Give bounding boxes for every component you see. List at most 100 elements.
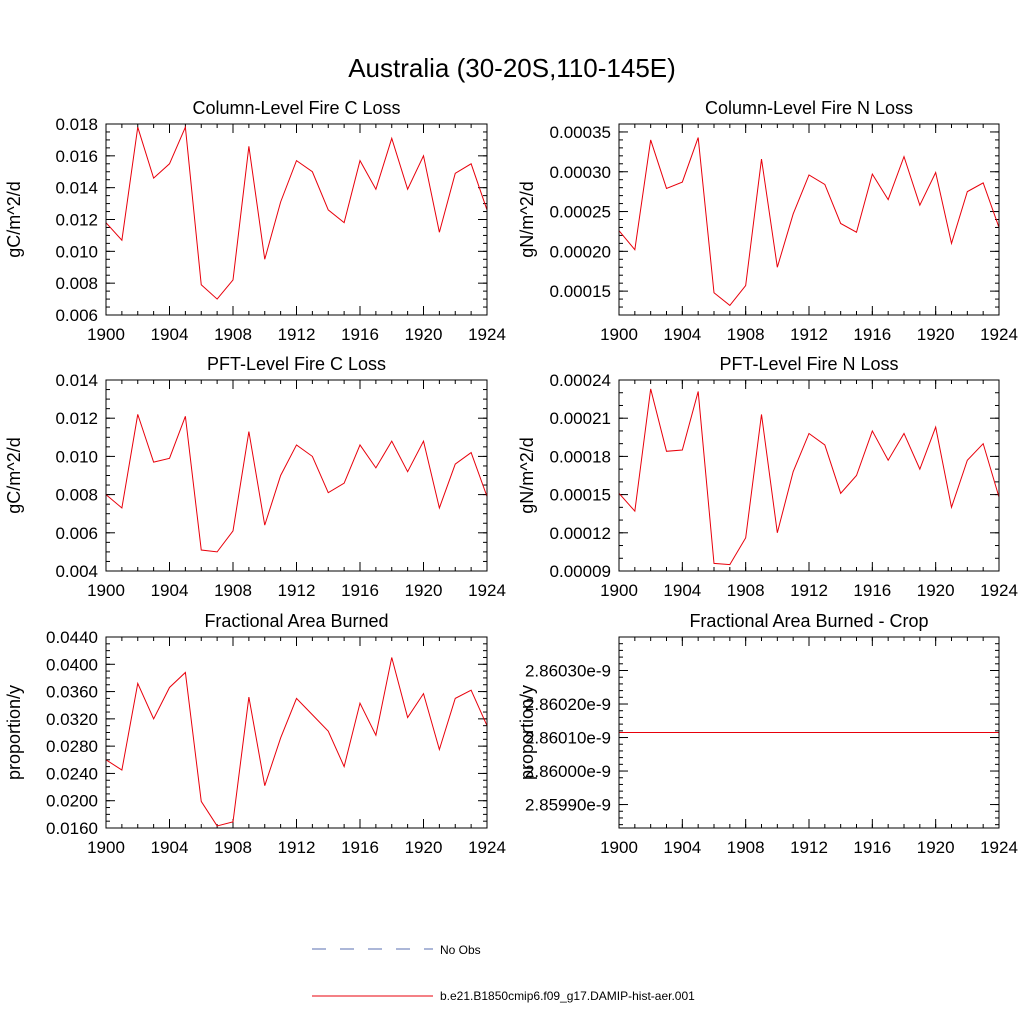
series-line <box>618 388 1000 566</box>
plot-frame <box>618 636 1000 829</box>
y-tick-label: 0.014 <box>55 179 98 198</box>
y-tick-label: 0.00025 <box>550 203 611 222</box>
x-tick-label: 1904 <box>663 581 701 600</box>
y-tick-label: 0.00018 <box>550 447 611 466</box>
y-tick-label: 0.0200 <box>46 792 98 811</box>
x-tick-label: 1912 <box>278 838 316 857</box>
x-tick-label: 1920 <box>405 581 443 600</box>
x-tick-label: 1916 <box>341 838 379 857</box>
panel-title: Column-Level Fire C Loss <box>192 98 400 118</box>
x-tick-label: 1908 <box>214 325 252 344</box>
x-tick-label: 1908 <box>727 581 765 600</box>
y-tick-label: 0.00012 <box>550 524 611 543</box>
x-tick-label: 1924 <box>980 838 1018 857</box>
series-line <box>105 125 488 300</box>
x-tick-label: 1924 <box>468 838 506 857</box>
x-tick-label: 1924 <box>980 581 1018 600</box>
chart-panel-1: Column-Level Fire C Loss gC/m^2/d 0.006 0.0… <box>4 98 506 344</box>
y-tick-label: 0.018 <box>55 115 98 134</box>
y-tick-label: 2.86030e-9 <box>525 662 611 681</box>
figure-title: Australia (30-20S,110-145E) <box>348 53 676 83</box>
y-tick-label: 0.00009 <box>550 562 611 581</box>
x-tick-label: 1920 <box>917 581 955 600</box>
x-tick-label: 1920 <box>917 838 955 857</box>
x-tick-label: 1912 <box>790 325 828 344</box>
x-tick-label: 1904 <box>151 325 189 344</box>
y-tick-label: 0.00024 <box>550 371 611 390</box>
y-tick-label: 0.00015 <box>550 486 611 505</box>
y-tick-label: 2.86020e-9 <box>525 695 611 714</box>
plot-frame <box>105 123 488 316</box>
y-tick-label: 0.00030 <box>550 163 611 182</box>
y-tick-label: 0.010 <box>55 242 98 261</box>
y-tick-label: 0.014 <box>55 371 98 390</box>
panels: Column-Level Fire C Loss gC/m^2/d 0.006 0.0… <box>4 98 1018 857</box>
y-tick-label: 2.86000e-9 <box>525 762 611 781</box>
x-tick-label: 1900 <box>600 838 638 857</box>
x-tick-label: 1900 <box>600 581 638 600</box>
panel-title: PFT-Level Fire C Loss <box>207 354 386 374</box>
y-axis-label: gC/m^2/d <box>4 181 24 257</box>
y-tick-label: 0.008 <box>55 486 98 505</box>
chart-panel-4: PFT-Level Fire N Loss gN/m^2/d 0.00009 0.00… <box>517 354 1018 600</box>
y-tick-label: 0.00020 <box>550 242 611 261</box>
panel-title: Fractional Area Burned - Crop <box>689 611 928 631</box>
y-tick-label: 0.0320 <box>46 710 98 729</box>
y-tick-label: 0.0400 <box>46 655 98 674</box>
x-tick-label: 1912 <box>790 838 828 857</box>
y-tick-label: 0.004 <box>55 562 98 581</box>
y-axis-label: gN/m^2/d <box>517 437 537 513</box>
legend-model-label: b.e21.B1850cmip6.f09_g17.DAMIP-hist-aer.… <box>440 989 695 1003</box>
y-tick-label: 0.00015 <box>550 282 611 301</box>
x-tick-label: 1924 <box>468 325 506 344</box>
legend-no-obs-label: No Obs <box>440 943 481 957</box>
chart-panel-3: PFT-Level Fire C Loss gC/m^2/d 0.004 0.006 0… <box>4 354 506 600</box>
x-tick-label: 1916 <box>341 325 379 344</box>
series-line <box>105 414 488 553</box>
series-line <box>618 137 1000 307</box>
y-tick-label: 0.012 <box>55 211 98 230</box>
y-tick-label: 0.010 <box>55 447 98 466</box>
plot-frame <box>105 636 488 829</box>
y-axis-label: gC/m^2/d <box>4 437 24 513</box>
x-tick-label: 1916 <box>853 325 891 344</box>
plot-frame <box>618 379 1000 572</box>
x-tick-label: 1912 <box>278 325 316 344</box>
x-tick-label: 1916 <box>853 838 891 857</box>
y-tick-label: 0.016 <box>55 147 98 166</box>
y-axis-label: gN/m^2/d <box>517 181 537 257</box>
x-tick-label: 1900 <box>87 325 125 344</box>
x-tick-label: 1900 <box>87 581 125 600</box>
y-tick-label: 0.006 <box>55 524 98 543</box>
chart-panel-6: Fractional Area Burned - Crop proportion/… <box>517 611 1018 857</box>
x-tick-label: 1908 <box>214 838 252 857</box>
x-tick-label: 1908 <box>727 325 765 344</box>
x-tick-label: 1908 <box>214 581 252 600</box>
y-tick-label: 0.012 <box>55 409 98 428</box>
panel-title: PFT-Level Fire N Loss <box>719 354 898 374</box>
chart-panel-2: Column-Level Fire N Loss gN/m^2/d 0.00015 0… <box>517 98 1018 344</box>
x-tick-label: 1920 <box>917 325 955 344</box>
plot-frame <box>105 379 488 572</box>
legend: No Obs b.e21.B1850cmip6.f09_g17.DAMIP-hi… <box>312 943 695 1003</box>
y-tick-label: 0.00035 <box>550 123 611 142</box>
x-tick-label: 1924 <box>468 581 506 600</box>
y-tick-label: 0.008 <box>55 274 98 293</box>
x-tick-label: 1920 <box>405 838 443 857</box>
x-tick-label: 1900 <box>87 838 125 857</box>
x-tick-label: 1904 <box>663 325 701 344</box>
y-tick-label: 0.0280 <box>46 737 98 756</box>
y-axis-label: proportion/y <box>4 685 24 780</box>
x-tick-label: 1908 <box>727 838 765 857</box>
y-tick-label: 0.0160 <box>46 819 98 838</box>
y-tick-label: 0.0440 <box>46 628 98 647</box>
x-tick-label: 1912 <box>790 581 828 600</box>
y-tick-label: 0.00021 <box>550 409 611 428</box>
x-tick-label: 1920 <box>405 325 443 344</box>
y-axis-label: proportion/y <box>517 685 537 780</box>
series-line <box>105 657 488 827</box>
plot-frame <box>618 123 1000 316</box>
y-tick-label: 0.0360 <box>46 683 98 702</box>
y-tick-label: 2.86010e-9 <box>525 729 611 748</box>
